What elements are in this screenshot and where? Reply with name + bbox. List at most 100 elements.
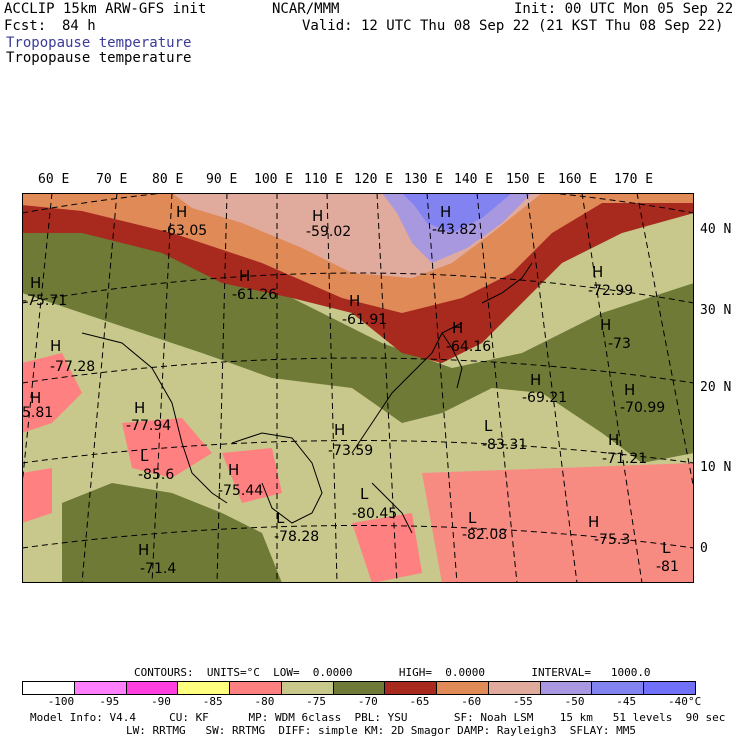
extremum-type: L: [484, 417, 493, 435]
lon-label: 80 E: [152, 172, 184, 187]
band-minus70-south: [62, 483, 282, 583]
colorbar-tick-label: -40: [668, 695, 688, 708]
extrema-labels: H -63.05 H -59.02 H -43.82 H -61.26 H -7…: [22, 203, 679, 577]
band-minus80-patch: [422, 463, 694, 583]
extremum-type: L: [662, 539, 671, 557]
contours-info: CONTOURS: UNITS=°C LOW= 0.0000 HIGH= 0.0…: [134, 666, 651, 679]
lon-label: 130 E: [404, 172, 444, 187]
colorbar-segment: [488, 682, 541, 694]
field-title-primary: Tropopause temperature: [6, 35, 192, 51]
lon-label: 100 E: [254, 172, 294, 187]
extremum-type: L: [140, 447, 149, 465]
extremum-value: -72.99: [588, 283, 633, 299]
lon-label: 120 E: [354, 172, 394, 187]
extremum-value: -43.82: [432, 222, 477, 238]
model-info-line2: LW: RRTMG SW: RRTMG DIFF: simple KM: 2D …: [126, 724, 636, 737]
extremum-value: -77.28: [50, 359, 95, 375]
colorbar-segment: [333, 682, 386, 694]
colorbar-segment: [23, 682, 75, 694]
colorbar-tick-label: -100: [47, 695, 75, 708]
colorbar-segment: [178, 682, 231, 694]
colorbar-tick-label: -60: [461, 695, 482, 708]
extremum-value: -82.08: [462, 527, 507, 543]
colorbar-segment: [540, 682, 593, 694]
extremum-value: -73.59: [328, 443, 373, 459]
extremum-type: H: [239, 267, 250, 285]
extremum-value: -59.02: [306, 224, 351, 240]
band-minus80-patch: [22, 353, 82, 433]
colorbar-tick-label: -80: [254, 695, 275, 708]
extremum-value: -69.21: [522, 390, 567, 406]
extremum-value: -75.71: [22, 293, 67, 309]
extremum-value: -70.99: [620, 400, 665, 416]
colorbar-tick-label: -50: [564, 695, 585, 708]
extremum-value: -77.94: [126, 418, 171, 434]
init-time: Init: 00 UTC Mon 05 Sep 22: [514, 1, 734, 17]
extremum-type: H: [334, 421, 345, 439]
extremum-value: -61.91: [342, 312, 387, 328]
band-minus80-patch: [22, 468, 52, 523]
extremum-value: -71.4: [140, 561, 176, 577]
lat-label: 30 N: [700, 303, 732, 318]
extremum-value: -81: [656, 559, 679, 575]
extremum-type: H: [138, 541, 149, 559]
extremum-type: H: [134, 399, 145, 417]
band-minus80-patch: [222, 448, 282, 503]
extremum-value: -71.21: [602, 451, 647, 467]
colorbar-tick-label: -45: [616, 695, 637, 708]
extremum-type: H: [228, 461, 239, 479]
extremum-type: H: [312, 207, 323, 225]
colorbar-segment: [126, 682, 179, 694]
lon-label: 170 E: [614, 172, 654, 187]
colorbar-segment: [281, 682, 334, 694]
model-title: ACCLIP 15km ARW-GFS init: [4, 1, 207, 17]
coastlines: [81, 262, 533, 534]
colorbar-tick-label: -65: [409, 695, 430, 708]
extremum-type: L: [468, 509, 477, 527]
lat-label: 0: [700, 541, 708, 556]
extremum-type: H: [440, 203, 451, 221]
extremum-value: -75.3: [594, 532, 630, 548]
lat-label: 10 N: [700, 460, 732, 475]
extremum-type: L: [276, 509, 285, 527]
band-minus80-patch: [352, 513, 422, 583]
lon-label: 140 E: [454, 172, 494, 187]
colorbar-tick-label: -90: [151, 695, 171, 708]
extremum-type: H: [349, 292, 360, 310]
extremum-type: H: [600, 316, 611, 334]
colorbar-tick-label: -95: [99, 695, 120, 708]
colorbar-tick-label: -75: [306, 695, 327, 708]
colorbar-tick-label: -55: [512, 695, 533, 708]
extremum-type: H: [592, 263, 603, 281]
valid-time: Valid: 12 UTC Thu 08 Sep 22 (21 KST Thu …: [302, 18, 724, 34]
extremum-type: L: [360, 485, 369, 503]
extremum-type: H: [50, 337, 61, 355]
extremum-value: -61.26: [232, 287, 277, 303]
lon-label: 60 E: [38, 172, 70, 187]
extremum-value: -83.31: [482, 437, 527, 453]
colorbar-segment: [385, 682, 438, 694]
lon-label: 90 E: [206, 172, 238, 187]
extremum-value: -80.45: [352, 506, 397, 522]
extremum-type: H: [588, 513, 599, 531]
graticule: [22, 193, 694, 583]
lat-label: 20 N: [700, 380, 732, 395]
extremum-value: 5.81: [22, 405, 53, 421]
source-label: NCAR/MMM: [272, 1, 340, 17]
lon-label: 70 E: [96, 172, 128, 187]
colorbar-tick-label: -70: [357, 695, 378, 708]
extremum-type: H: [30, 389, 41, 407]
fcst-label: Fcst:: [4, 18, 47, 34]
colorbar-segment: [230, 682, 282, 694]
map-frame: [22, 193, 694, 583]
extremum-value: -85.6: [138, 467, 174, 483]
lon-label: 160 E: [558, 172, 598, 187]
extremum-type: H: [176, 203, 187, 221]
model-info-line1: Model Info: V4.4 CU: KF MP: WDM 6class P…: [30, 711, 726, 724]
colorbar-segment: [437, 682, 489, 694]
extremum-value: -64.16: [446, 339, 491, 355]
colorbar-segment: [592, 682, 645, 694]
extremum-type: H: [452, 319, 463, 337]
colorbar-tick-label: -85: [202, 695, 223, 708]
field-title-secondary: Tropopause temperature: [6, 50, 192, 66]
